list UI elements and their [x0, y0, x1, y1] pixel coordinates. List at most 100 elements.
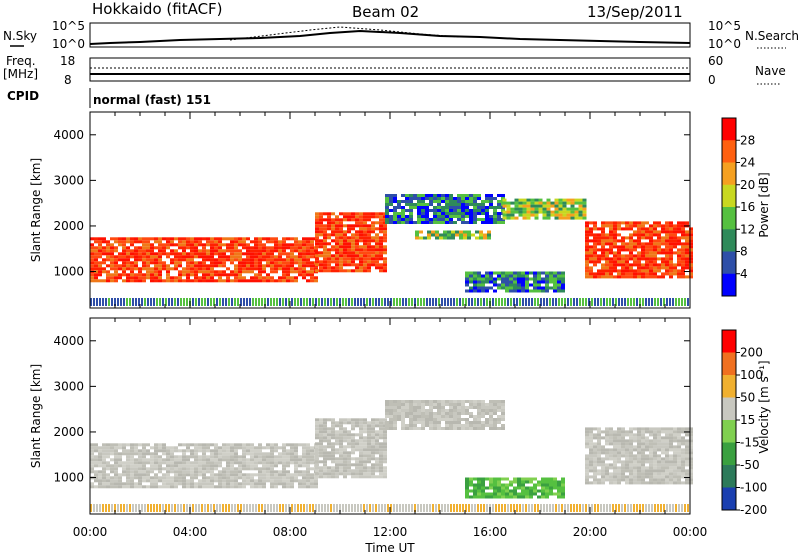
power-cell: [174, 243, 178, 247]
power-cell: [274, 249, 278, 253]
power-ground-scatter: [624, 298, 626, 306]
power-cell: [601, 233, 605, 237]
velocity-cell: [379, 475, 383, 479]
power-cell: [445, 209, 449, 212]
velocity-cell: [375, 457, 379, 461]
power-cell: [637, 236, 641, 240]
power-cell: [359, 248, 363, 252]
power-cell: [673, 272, 677, 276]
velocity-cell: [661, 466, 665, 470]
velocity-ground-scatter: [669, 504, 671, 512]
velocity-cell: [138, 470, 142, 474]
power-cell: [677, 275, 681, 279]
velocity-ground-scatter: [627, 504, 629, 512]
power-cell: [601, 251, 605, 255]
power-cell: [210, 279, 214, 283]
velocity-cell: [681, 439, 685, 443]
velocity-cell: [294, 455, 298, 459]
power-cell: [685, 242, 689, 246]
velocity-ground-scatter: [93, 504, 95, 512]
power-cell: [649, 239, 653, 243]
velocity-cell: [126, 473, 130, 477]
power-cell: [206, 276, 210, 280]
power-cell: [441, 206, 445, 209]
power-cell: [593, 272, 597, 276]
velocity-cell: [593, 445, 597, 449]
power-cell: [629, 236, 633, 240]
velocity-cell: [375, 439, 379, 443]
velocity-cell: [343, 448, 347, 452]
velocity-cell: [126, 470, 130, 474]
power-cell: [319, 227, 323, 231]
velocity-cell: [669, 436, 673, 440]
power-cell: [489, 200, 493, 203]
velocity-cell: [673, 430, 677, 434]
power-cell: [657, 242, 661, 246]
power-cell: [485, 221, 489, 224]
velocity-cell: [557, 495, 561, 499]
velocity-cell: [669, 427, 673, 431]
power-cell: [130, 255, 134, 259]
power-cell: [677, 221, 681, 225]
velocity-cell: [343, 457, 347, 461]
velocity-ground-scatter: [561, 504, 563, 512]
velocity-cell: [477, 477, 481, 481]
velocity-cell: [142, 461, 146, 465]
velocity-cell: [323, 469, 327, 473]
velocity-cell: [170, 479, 174, 483]
power-cell: [310, 279, 314, 283]
power-cell: [669, 272, 673, 276]
power-cell: [371, 260, 375, 264]
power-cell: [469, 274, 473, 278]
velocity-cell: [593, 433, 597, 437]
velocity-cell: [685, 463, 689, 467]
velocity-cell: [681, 448, 685, 452]
velocity-cell: [673, 469, 677, 473]
velocity-cell: [339, 460, 343, 464]
power-cell: [401, 212, 405, 215]
velocity-cell: [238, 443, 242, 447]
power-cell: [645, 245, 649, 249]
power-cell: [331, 218, 335, 222]
velocity-cell: [194, 449, 198, 453]
power-cell: [363, 230, 367, 234]
velocity-cell: [367, 421, 371, 425]
velocity-ground-scatter: [216, 504, 218, 512]
power-cell: [230, 246, 234, 250]
power-cell: [282, 270, 286, 274]
velocity-colorbar-tick-label: 15: [740, 413, 755, 427]
power-cell: [347, 242, 351, 246]
power-cell: [479, 230, 483, 234]
power-cell: [681, 257, 685, 261]
velocity-cell: [649, 427, 653, 431]
velocity-cell: [375, 424, 379, 428]
velocity-ground-scatter: [651, 504, 653, 512]
velocity-cell: [363, 442, 367, 446]
power-cell: [118, 252, 122, 256]
velocity-cell: [601, 481, 605, 485]
velocity-cell: [310, 458, 314, 462]
velocity-cell: [347, 454, 351, 458]
power-cell: [363, 269, 367, 273]
velocity-cell: [493, 409, 497, 412]
power-cell: [542, 216, 547, 220]
power-cell: [681, 221, 685, 225]
velocity-cell: [501, 489, 505, 493]
power-cell: [254, 237, 258, 241]
velocity-cell: [641, 478, 645, 482]
velocity-cell: [429, 406, 433, 409]
power-cell: [443, 230, 447, 234]
power-cell: [653, 239, 657, 243]
power-cell: [355, 239, 359, 243]
velocity-cell: [286, 470, 290, 474]
power-cell: [545, 283, 549, 287]
velocity-ground-scatter: [261, 504, 263, 512]
power-cell: [290, 276, 294, 280]
velocity-cell: [302, 461, 306, 465]
power-cell: [319, 260, 323, 264]
power-cell: [122, 270, 126, 274]
power-cell: [534, 213, 539, 217]
power-cell: [315, 221, 319, 225]
velocity-cell: [250, 449, 254, 453]
power-cell: [574, 201, 579, 205]
